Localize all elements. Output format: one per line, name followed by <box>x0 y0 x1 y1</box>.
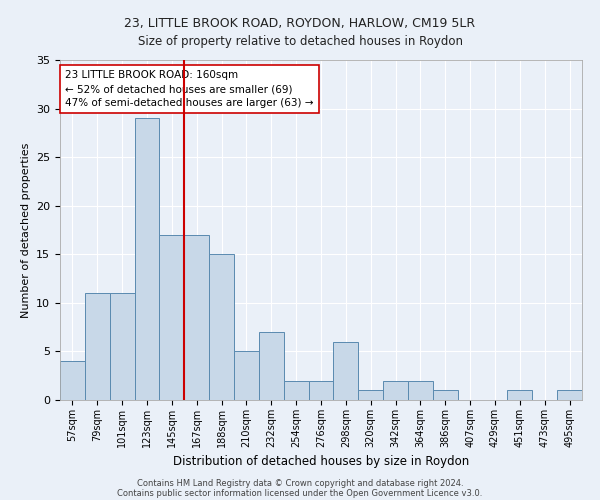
Text: 23, LITTLE BROOK ROAD, ROYDON, HARLOW, CM19 5LR: 23, LITTLE BROOK ROAD, ROYDON, HARLOW, C… <box>124 18 476 30</box>
Text: Size of property relative to detached houses in Roydon: Size of property relative to detached ho… <box>137 35 463 48</box>
Bar <box>160 235 184 400</box>
Bar <box>234 352 259 400</box>
Bar <box>110 293 134 400</box>
Bar <box>134 118 160 400</box>
X-axis label: Distribution of detached houses by size in Roydon: Distribution of detached houses by size … <box>173 456 469 468</box>
Bar <box>408 380 433 400</box>
Bar <box>184 235 209 400</box>
Bar <box>60 361 85 400</box>
Bar <box>334 342 358 400</box>
Bar <box>557 390 582 400</box>
Bar <box>259 332 284 400</box>
Bar <box>209 254 234 400</box>
Bar <box>358 390 383 400</box>
Bar <box>433 390 458 400</box>
Bar <box>284 380 308 400</box>
Text: Contains public sector information licensed under the Open Government Licence v3: Contains public sector information licen… <box>118 488 482 498</box>
Bar <box>383 380 408 400</box>
Bar <box>308 380 334 400</box>
Text: Contains HM Land Registry data © Crown copyright and database right 2024.: Contains HM Land Registry data © Crown c… <box>137 478 463 488</box>
Bar <box>508 390 532 400</box>
Bar <box>85 293 110 400</box>
Y-axis label: Number of detached properties: Number of detached properties <box>20 142 31 318</box>
Text: 23 LITTLE BROOK ROAD: 160sqm
← 52% of detached houses are smaller (69)
47% of se: 23 LITTLE BROOK ROAD: 160sqm ← 52% of de… <box>65 70 314 108</box>
